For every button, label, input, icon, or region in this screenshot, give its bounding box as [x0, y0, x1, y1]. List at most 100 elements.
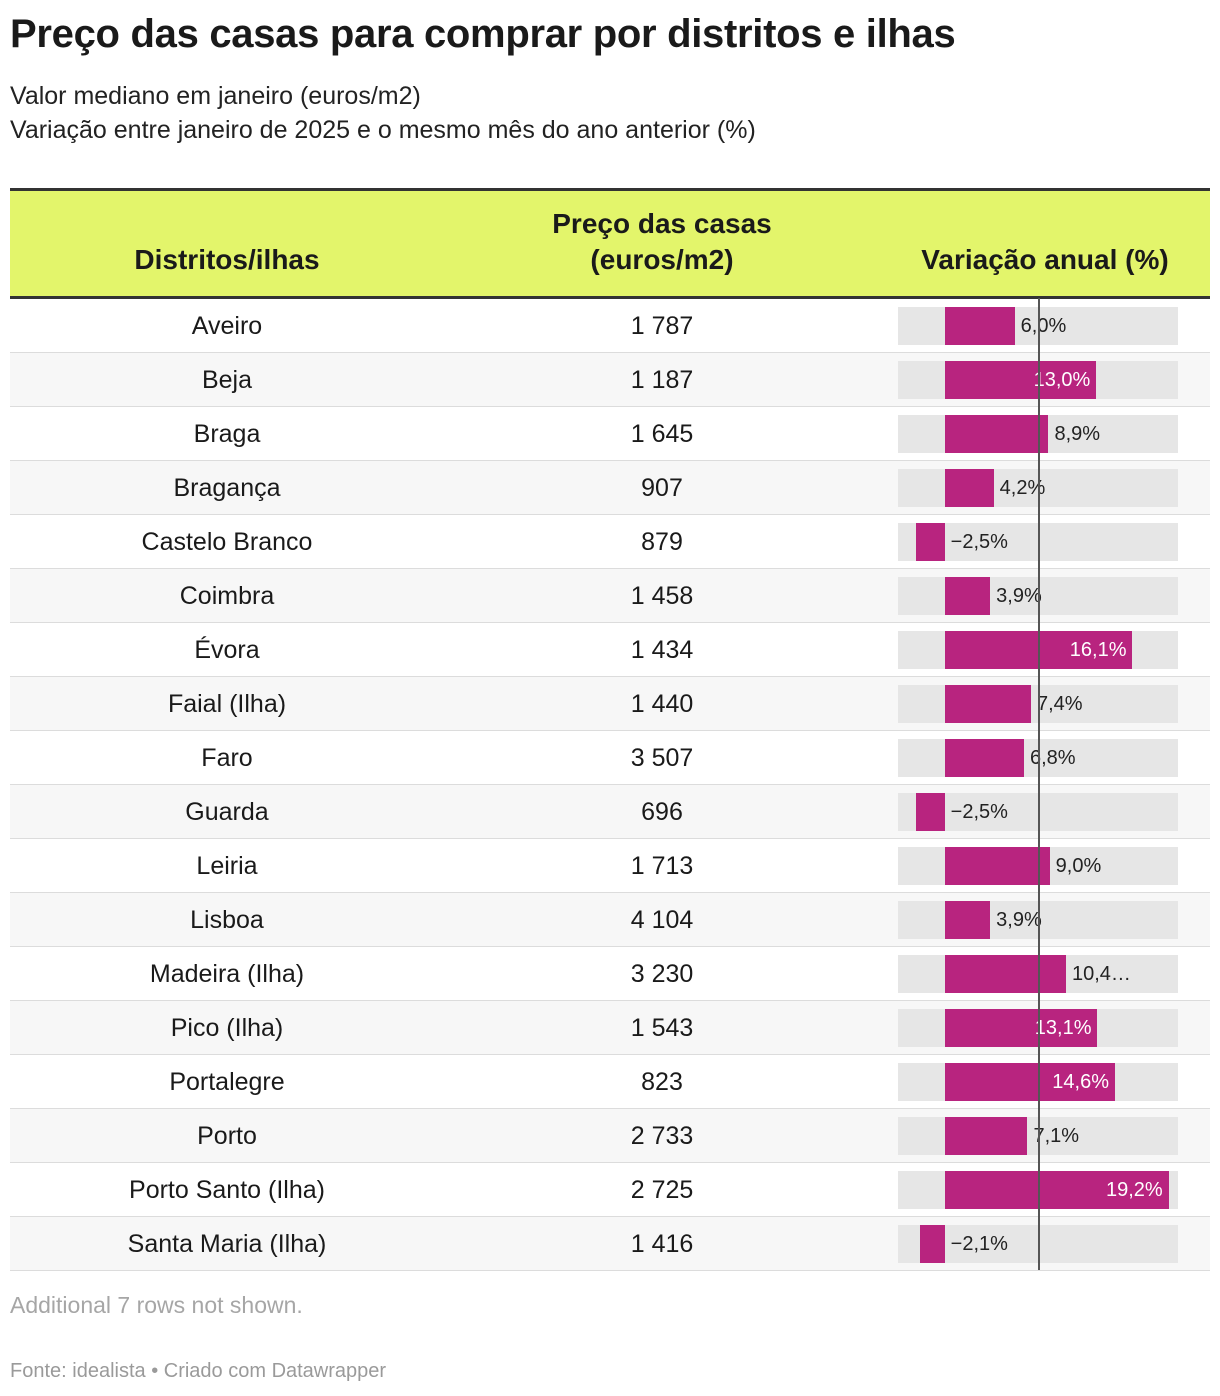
variation-label: 9,0% [1055, 855, 1102, 877]
chart-subtitle-1: Valor mediano em janeiro (euros/m2) [10, 82, 421, 110]
row-district-name: Leiria [196, 852, 258, 880]
row-price: 1 458 [630, 582, 694, 610]
variation-label: −2,5% [950, 801, 1008, 823]
variation-bar [944, 307, 1015, 345]
variation-label: 3,9% [996, 909, 1042, 931]
variation-bar [944, 901, 991, 939]
column-header-variation[interactable]: Variação anual (%) [921, 244, 1169, 275]
data-table: Distritos/ilhas Preço das casas (euros/m… [10, 188, 1210, 1271]
column-header-name[interactable]: Distritos/ilhas [134, 244, 320, 275]
row-price: 1 713 [630, 852, 694, 880]
variation-label: 3,9% [996, 585, 1042, 607]
row-district-name: Faro [201, 744, 253, 772]
bar-zero-axis [1038, 298, 1040, 1270]
variation-bar [944, 577, 991, 615]
row-price: 3 507 [630, 744, 694, 772]
table-row: Coimbra 1 458 3,9% [10, 569, 1210, 623]
row-district-name: Pico (Ilha) [170, 1014, 284, 1042]
variation-label: −2,5% [950, 531, 1008, 553]
row-district-name: Madeira (Ilha) [149, 960, 305, 988]
row-price: 823 [641, 1068, 683, 1096]
rows-hidden-note: Additional 7 rows not shown. [10, 1292, 303, 1318]
variation-bar [944, 955, 1066, 993]
row-district-name: Évora [194, 636, 260, 664]
variation-label: 10,4… [1072, 963, 1131, 985]
row-district-name: Castelo Branco [141, 528, 313, 556]
column-header-price-line-2: (euros/m2) [590, 244, 734, 275]
table-row: Braga 1 645 8,9% [10, 407, 1210, 461]
row-district-name: Faial (Ilha) [167, 690, 287, 718]
table-row: Leiria 1 713 9,0% [10, 839, 1210, 893]
variation-bar [944, 1171, 1169, 1209]
variation-bar [920, 1225, 945, 1263]
variation-bar [944, 739, 1024, 777]
table-row: Bragança 907 4,2% [10, 461, 1210, 515]
row-district-name: Guarda [185, 798, 269, 826]
variation-label: 7,1% [1033, 1125, 1080, 1147]
table-row: Pico (Ilha) 1 543 13,1% [10, 1001, 1210, 1055]
variation-label: 13,0% [1033, 369, 1091, 391]
row-district-name: Santa Maria (Ilha) [127, 1230, 327, 1258]
variation-label: 19,2% [1105, 1179, 1163, 1201]
variation-label: 14,6% [1052, 1071, 1109, 1093]
row-district-name: Portalegre [169, 1068, 285, 1096]
variation-bar [944, 1009, 1098, 1047]
chart-title: Preço das casas para comprar por distrit… [10, 12, 956, 56]
table-row: Santa Maria (Ilha) 1 416 −2,1% [10, 1217, 1210, 1271]
row-price: 1 645 [630, 420, 694, 448]
table-row: Faial (Ilha) 1 440 7,4% [10, 677, 1210, 731]
variation-label: 6,8% [1030, 747, 1076, 769]
variation-bar [944, 469, 994, 507]
row-district-name: Aveiro [191, 312, 263, 340]
source-credit: Fonte: idealista • Criado com Datawrappe… [10, 1360, 387, 1382]
table-row: Lisboa 4 104 3,9% [10, 893, 1210, 947]
table-body: Aveiro 1 787 6,0% Beja 1 187 13,0% Braga 1 645 8… [10, 299, 1210, 1271]
variation-bar [915, 793, 945, 831]
row-price: 696 [641, 798, 683, 826]
table-row: Madeira (Ilha) 3 230 10,4… [10, 947, 1210, 1001]
variation-label: 6,0% [1020, 315, 1067, 337]
row-district-name: Bragança [173, 474, 281, 502]
row-price: 4 104 [630, 906, 694, 934]
row-price: 3 230 [630, 960, 694, 988]
row-price: 1 187 [630, 366, 694, 394]
row-price: 1 440 [630, 690, 694, 718]
row-price: 1 543 [630, 1014, 694, 1042]
table-row: Porto 2 733 7,1% [10, 1109, 1210, 1163]
table-row: Aveiro 1 787 6,0% [10, 299, 1210, 353]
variation-label: 8,9% [1054, 423, 1101, 445]
variation-bar [944, 1063, 1115, 1101]
row-district-name: Coimbra [179, 582, 275, 610]
table-row: Porto Santo (Ilha) 2 725 19,2% [10, 1163, 1210, 1217]
row-variation-cell: 19,2% [898, 1163, 1178, 1217]
variation-bar [944, 1117, 1028, 1155]
variation-label: 16,1% [1069, 639, 1127, 661]
row-district-name: Lisboa [190, 906, 264, 934]
row-district-name: Porto Santo (Ilha) [129, 1176, 325, 1204]
row-district-name: Beja [201, 366, 253, 394]
variation-label: 13,1% [1034, 1017, 1092, 1039]
table-row: Castelo Branco 879 −2,5% [10, 515, 1210, 569]
table-row: Guarda 696 −2,5% [10, 785, 1210, 839]
column-header-price[interactable]: Preço das casas (euros/m2) [444, 206, 880, 278]
variation-bar [944, 685, 1031, 723]
variation-label: −2,1% [950, 1233, 1008, 1255]
row-price: 1 416 [630, 1230, 694, 1258]
row-price: 1 434 [630, 636, 694, 664]
column-header-price-line-1: Preço das casas [552, 208, 772, 239]
variation-bar [944, 847, 1050, 885]
table-header: Distritos/ilhas Preço das casas (euros/m… [10, 188, 1210, 299]
row-price: 1 787 [630, 312, 694, 340]
variation-label: 4,2% [999, 477, 1046, 499]
table-row: Beja 1 187 13,0% [10, 353, 1210, 407]
table-row: Évora 1 434 16,1% [10, 623, 1210, 677]
row-price: 2 725 [630, 1176, 694, 1204]
row-price: 907 [641, 474, 683, 502]
variation-bar [944, 415, 1049, 453]
table-row: Portalegre 823 14,6% [10, 1055, 1210, 1109]
row-district-name: Porto [197, 1122, 257, 1150]
table-row: Faro 3 507 6,8% [10, 731, 1210, 785]
variation-bar [944, 361, 1097, 399]
row-price: 879 [641, 528, 683, 556]
row-district-name: Braga [193, 420, 261, 448]
